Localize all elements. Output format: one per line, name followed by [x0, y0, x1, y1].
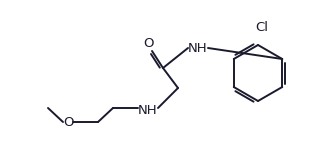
Text: NH: NH	[188, 41, 208, 55]
Text: NH: NH	[138, 105, 158, 117]
Text: Cl: Cl	[255, 20, 268, 34]
Text: O: O	[63, 116, 73, 128]
Text: O: O	[143, 36, 153, 50]
